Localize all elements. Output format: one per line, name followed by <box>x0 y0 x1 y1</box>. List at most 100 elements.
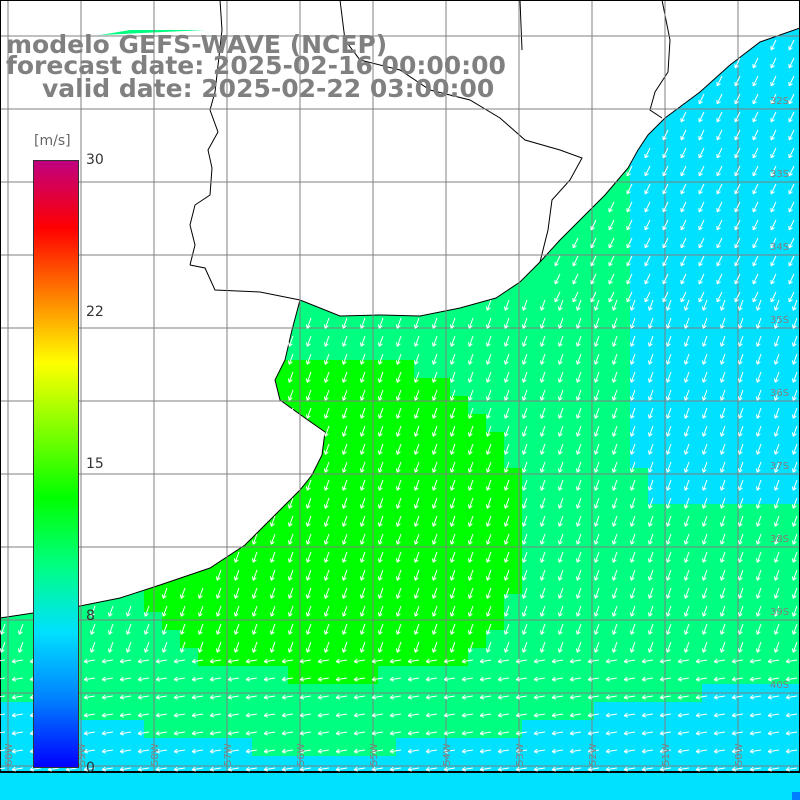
wind-arrow <box>485 533 492 545</box>
wind-arrow <box>377 551 384 563</box>
wind-arrow <box>593 461 600 473</box>
wind-arrow <box>719 317 726 329</box>
wind-arrow <box>665 497 672 509</box>
lat-label: 36S <box>770 388 789 399</box>
wind-arrow <box>719 389 726 401</box>
field-cell <box>702 288 720 306</box>
wind-arrow <box>317 748 330 754</box>
field-cell <box>774 792 792 800</box>
wind-arrow <box>755 479 762 491</box>
field-cell <box>540 288 558 306</box>
wind-arrow <box>503 461 510 473</box>
wind-arrow <box>575 497 582 509</box>
field-cell <box>198 792 216 800</box>
wind-arrow <box>359 425 366 437</box>
field-cell <box>612 288 630 306</box>
wind-arrow <box>305 605 312 617</box>
field-cell <box>576 216 594 234</box>
wind-arrow <box>647 515 654 527</box>
field-cell <box>756 108 774 126</box>
wind-arrow <box>341 569 348 581</box>
wind-arrow <box>785 676 798 682</box>
wind-arrow <box>353 676 366 682</box>
field-cell <box>594 288 612 306</box>
wind-arrow <box>608 255 615 267</box>
wind-arrow <box>665 317 672 329</box>
wind-arrow <box>737 461 744 473</box>
wind-arrow <box>680 201 687 213</box>
wind-arrow <box>161 623 168 635</box>
wind-arrow <box>752 273 759 285</box>
wind-arrow <box>737 641 744 653</box>
field-cell <box>522 792 540 800</box>
field-cell <box>792 126 800 144</box>
wind-arrow <box>335 658 348 664</box>
wind-arrow <box>788 39 795 51</box>
field-cell <box>558 792 576 800</box>
field-cell <box>648 234 666 252</box>
wind-arrow <box>731 712 744 718</box>
field-cell <box>792 342 800 360</box>
wind-arrow <box>263 712 276 718</box>
field-cell <box>720 198 738 216</box>
wind-arrow <box>773 335 780 347</box>
wind-arrow <box>371 712 384 718</box>
wind-arrow <box>323 443 330 455</box>
field-cell <box>522 288 540 306</box>
lon-label: 50W <box>734 743 745 766</box>
wind-arrow <box>155 730 168 736</box>
wind-arrow <box>719 605 726 617</box>
wind-arrow <box>626 201 633 213</box>
wind-arrow <box>485 371 492 383</box>
wind-arrow <box>461 730 474 736</box>
wind-arrow <box>389 676 402 682</box>
field-cell <box>270 774 288 792</box>
wind-arrow <box>359 515 366 527</box>
wind-arrow <box>737 389 744 401</box>
wind-arrow <box>641 694 654 700</box>
wind-arrow <box>572 255 579 267</box>
wind-arrow <box>359 587 366 599</box>
wind-arrow <box>587 748 600 754</box>
wind-arrow <box>755 551 762 563</box>
wind-arrow <box>533 766 546 772</box>
wind-arrow <box>551 694 564 700</box>
wind-arrow <box>737 497 744 509</box>
field-cell <box>666 126 684 144</box>
wind-arrow <box>395 587 402 599</box>
wind-arrow <box>647 299 654 311</box>
wind-arrow <box>659 766 672 772</box>
field-cell <box>252 792 270 800</box>
wind-arrow <box>479 748 492 754</box>
wind-arrow <box>425 766 438 772</box>
land-mass <box>0 0 800 316</box>
wind-arrow <box>551 730 564 736</box>
wind-arrow <box>263 694 276 700</box>
wind-arrow <box>611 605 618 617</box>
wind-arrow <box>539 371 546 383</box>
wind-arrow <box>737 479 744 491</box>
wind-arrow <box>323 407 330 419</box>
wind-arrow <box>407 766 420 772</box>
wind-arrow <box>611 389 618 401</box>
field-cell <box>792 432 800 450</box>
wind-arrow <box>773 317 780 329</box>
map-frame <box>0 0 800 773</box>
wind-arrow <box>305 371 312 383</box>
wind-arrow <box>575 389 582 401</box>
wind-arrow <box>137 730 150 736</box>
wind-arrow <box>269 515 276 527</box>
wind-arrow <box>791 371 798 383</box>
colorbar-tick: 15 <box>86 456 104 472</box>
wind-arrow <box>461 766 474 772</box>
wind-arrow <box>341 353 348 365</box>
wind-arrow <box>737 407 744 419</box>
wind-arrow <box>503 443 510 455</box>
wind-arrow <box>785 748 798 754</box>
wind-arrow <box>467 407 474 419</box>
wind-arrow <box>557 497 564 509</box>
field-cell <box>684 792 702 800</box>
wind-arrow <box>752 129 759 141</box>
colorbar-tick: 30 <box>86 152 104 168</box>
field-cell <box>666 270 684 288</box>
